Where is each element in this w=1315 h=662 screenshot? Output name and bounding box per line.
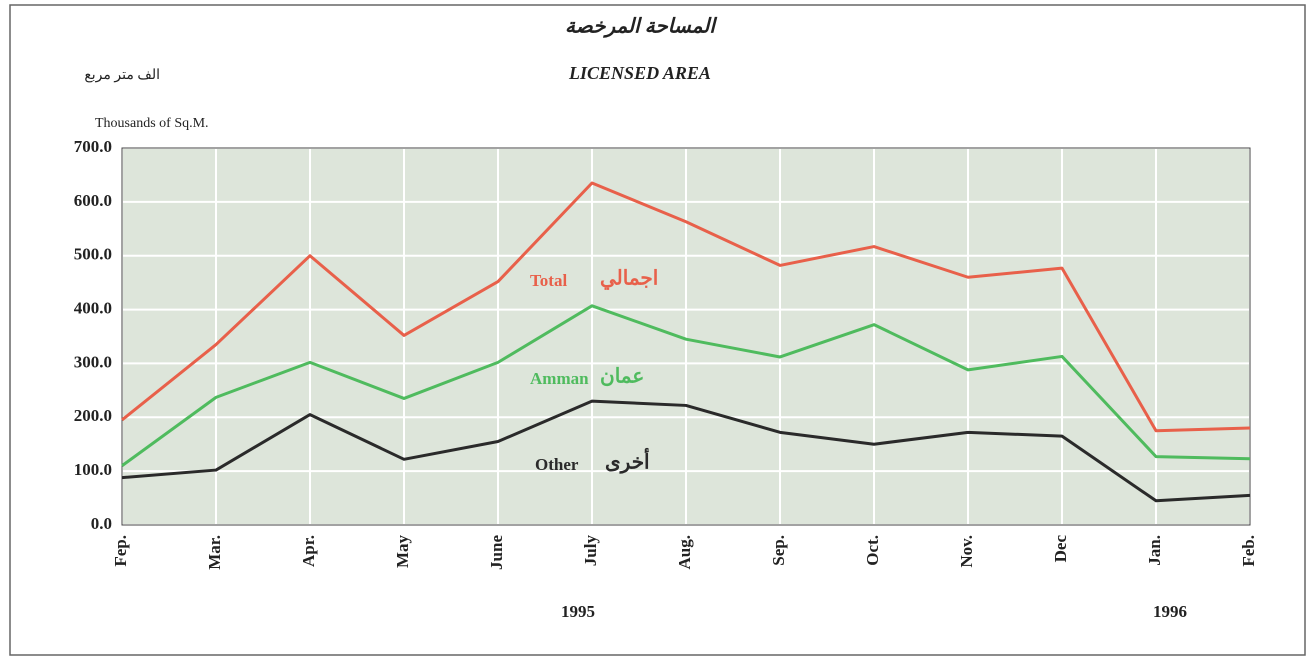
y-tick-label: 100.0 xyxy=(74,460,112,479)
y-label: Thousands of Sq.M. xyxy=(95,116,209,131)
series-label-ar: اجمالي xyxy=(600,268,658,291)
y-tick-label: 400.0 xyxy=(74,298,112,317)
x-tick-label: Jan. xyxy=(1145,535,1164,566)
y-tick-label: 600.0 xyxy=(74,191,112,210)
title-ar: المساحة المرخصة xyxy=(565,16,717,39)
x-tick-label: Aug. xyxy=(675,535,694,569)
plot-border xyxy=(121,147,1251,526)
y-tick-label: 500.0 xyxy=(74,245,112,264)
x-tick-label: Oct. xyxy=(863,535,882,566)
x-tick-label: Fep. xyxy=(111,535,130,567)
series-label-ar: عمان xyxy=(600,366,644,388)
x-tick-label: May xyxy=(393,535,412,569)
x-tick-label: Feb. xyxy=(1239,535,1258,567)
x-tick-label: Mar. xyxy=(205,535,224,570)
x-tick-label: Nov. xyxy=(957,535,976,568)
y-tick-label: 200.0 xyxy=(74,406,112,425)
series-line xyxy=(121,399,1251,503)
y-tick-label: 300.0 xyxy=(74,352,112,371)
x-tick-label: June xyxy=(487,535,506,570)
series-label: Amman xyxy=(530,369,589,388)
x-tick-label: Dec xyxy=(1051,535,1070,563)
series-label-ar: أخرى xyxy=(605,448,650,475)
year-label: 1995 xyxy=(561,602,595,621)
y-tick-label: 0.0 xyxy=(91,514,112,533)
title: LICENSED AREA xyxy=(568,63,711,83)
y-label-ar: الف متر مربع xyxy=(84,68,160,83)
series-label: Other xyxy=(535,455,579,474)
series-line xyxy=(121,304,1251,467)
x-tick-label: July xyxy=(581,535,600,567)
series-line xyxy=(121,181,1251,433)
y-tick-label: 700.0 xyxy=(74,137,112,156)
year-label: 1996 xyxy=(1153,602,1187,621)
x-tick-label: Apr. xyxy=(299,535,318,567)
series-label: Total xyxy=(530,271,567,290)
x-tick-label: Sep. xyxy=(769,535,788,566)
